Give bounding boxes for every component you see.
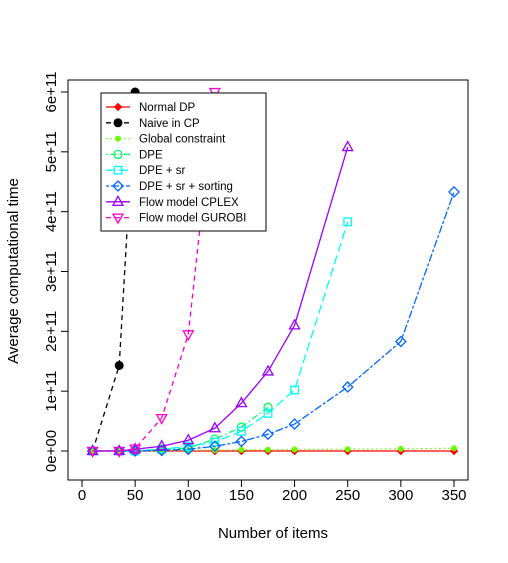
data-point	[238, 446, 245, 453]
series-line	[92, 91, 216, 452]
data-point	[155, 439, 168, 451]
y-axis-title: Average computational time	[5, 178, 22, 364]
data-point	[451, 445, 457, 452]
series-line	[92, 146, 349, 452]
legend-marker	[113, 102, 123, 112]
legend-marker	[112, 180, 124, 192]
data-point	[208, 421, 221, 433]
x-tick-label: 150	[229, 487, 254, 504]
data-point	[291, 446, 298, 453]
series-line	[92, 447, 455, 452]
series-layer	[86, 87, 460, 458]
data-point	[235, 435, 248, 448]
data-point	[113, 446, 126, 458]
data-point	[86, 446, 99, 458]
x-tick-label: 200	[282, 487, 307, 504]
legend: Normal DP Naive in CP Global constraint DPE…	[100, 92, 267, 232]
y-tick-label: 5e+11	[43, 131, 60, 172]
legend-label: Flow model CPLEX	[139, 197, 239, 209]
legend-marker	[111, 213, 125, 225]
x-tick-label: 50	[127, 487, 144, 504]
data-point	[343, 217, 353, 227]
y-tick-label: 0e+00	[43, 430, 60, 472]
x-tick-label: 250	[335, 487, 360, 504]
data-point	[290, 385, 300, 395]
data-point	[288, 418, 301, 430]
data-point	[261, 364, 275, 376]
data-point	[341, 140, 354, 152]
legend-label: Normal DP	[139, 102, 196, 114]
x-axis-title: Number of items	[218, 525, 328, 542]
data-point	[265, 446, 271, 453]
y-axis: 0e+00 1e+11 2e+11 3e+11 4e+11 5e+11 6e+11	[43, 71, 69, 472]
data-point	[129, 442, 142, 454]
data-point	[211, 447, 218, 454]
data-point	[235, 396, 248, 408]
data-point	[288, 318, 301, 330]
legend-marker	[113, 118, 123, 128]
data-point	[155, 413, 168, 425]
data-point	[341, 381, 354, 393]
data-point	[182, 443, 195, 456]
series-4	[88, 217, 353, 456]
legend-label: DPE	[139, 149, 163, 161]
data-point	[262, 428, 274, 441]
legend-marker	[115, 135, 121, 142]
data-point	[155, 444, 168, 457]
legend-marker	[113, 165, 123, 175]
data-point	[397, 445, 404, 452]
data-point	[263, 402, 273, 412]
x-tick-label: 350	[441, 487, 466, 504]
x-tick-label: 300	[388, 487, 413, 504]
series-5	[86, 186, 460, 457]
x-axis: 0 50 100 150 200 250 300 350	[78, 479, 467, 504]
legend-label: Flow model GUROBI	[139, 213, 246, 225]
data-point	[129, 444, 142, 456]
y-tick-label: 3e+11	[43, 251, 60, 292]
y-tick-label: 4e+11	[43, 191, 60, 232]
y-tick-label: 1e+11	[43, 371, 60, 412]
legend-label: DPE + sr	[139, 165, 186, 177]
data-point	[183, 441, 193, 451]
y-tick-label: 2e+11	[43, 311, 60, 352]
y-tick-label: 6e+11	[43, 71, 60, 112]
data-point	[344, 446, 351, 453]
series-line	[92, 191, 455, 452]
x-tick-label: 100	[176, 487, 201, 504]
data-point	[263, 408, 273, 418]
x-tick-label: 0	[78, 487, 86, 504]
legend-marker	[111, 194, 125, 206]
legend-label: DPE + sr + sorting	[139, 181, 233, 193]
legend-box	[100, 92, 267, 232]
legend-label: Global constraint	[139, 134, 226, 146]
data-point	[394, 335, 407, 348]
data-point	[208, 440, 221, 453]
data-point	[448, 186, 460, 198]
series-line	[92, 221, 349, 452]
data-point	[86, 444, 99, 456]
legend-marker	[113, 149, 123, 160]
data-point	[114, 360, 124, 370]
data-point	[236, 426, 246, 436]
legend-label: Naive in CP	[139, 118, 200, 130]
data-point	[182, 433, 195, 445]
series-line	[92, 406, 269, 452]
data-point	[182, 330, 195, 342]
